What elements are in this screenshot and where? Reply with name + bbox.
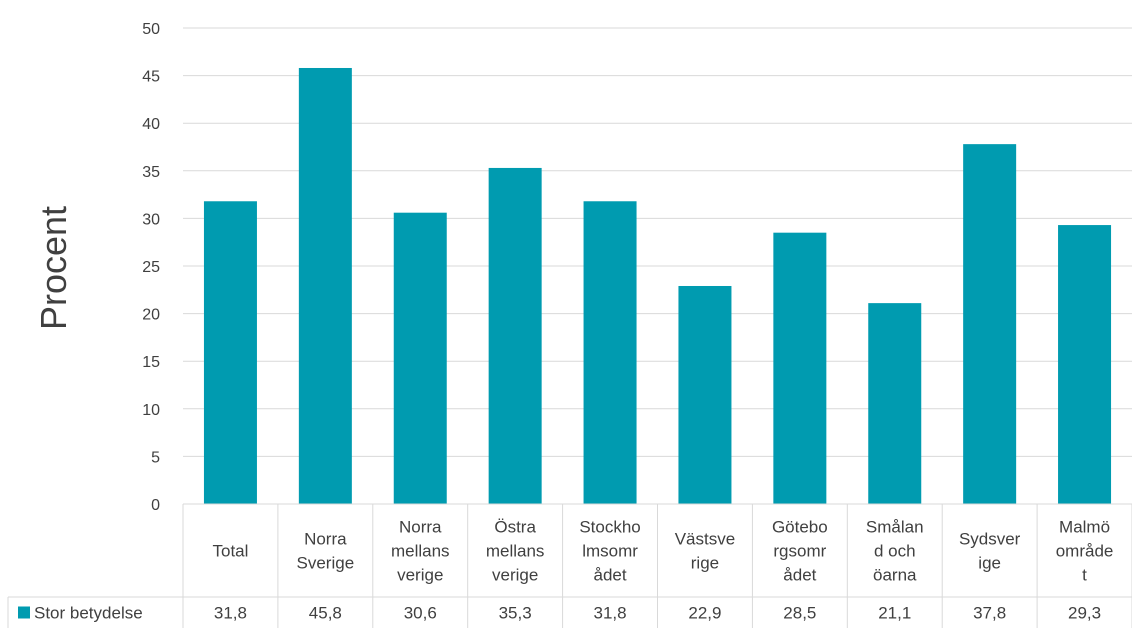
bar (1058, 225, 1112, 504)
bar (773, 232, 827, 504)
data-table: Total Norra Sverige Norra mellans verige Östra… (7, 503, 1132, 628)
bar (393, 212, 447, 505)
bar (678, 285, 732, 504)
category-label: Total (212, 542, 248, 561)
y-tick-label: 20 (142, 307, 160, 324)
category-label: Götebo rgsomr ådet (772, 518, 828, 585)
y-tick-label: 5 (151, 449, 160, 466)
bar (203, 201, 257, 504)
category-label: Norra Sverige (297, 530, 355, 573)
table-value: 31,8 (214, 604, 247, 623)
y-tick-label: 0 (151, 497, 160, 514)
bar (488, 167, 542, 504)
legend-label: Stor betydelse (34, 604, 143, 623)
bar (583, 201, 637, 504)
table-value: 21,1 (878, 604, 911, 623)
bars (203, 67, 1112, 505)
table-value: 31,8 (594, 604, 627, 623)
y-tick-label: 30 (142, 211, 160, 228)
bar (868, 303, 922, 504)
y-tick-label: 40 (142, 116, 160, 133)
y-tick-label: 10 (142, 402, 160, 419)
y-tick-label: 25 (142, 259, 160, 276)
table-value: 28,5 (783, 604, 816, 623)
bar (298, 67, 352, 504)
y-tick-label: 35 (142, 164, 160, 181)
category-label: Norra mellans verige (391, 518, 450, 585)
category-label: Sydsver ige (959, 530, 1021, 573)
category-label: Malmö område t (1056, 518, 1114, 585)
category-label: Stockho lmsomr ådet (579, 518, 640, 585)
y-tick-label: 15 (142, 354, 160, 371)
table-value: 35,3 (499, 604, 532, 623)
category-label: Östra mellans verige (486, 518, 545, 585)
table-value: 29,3 (1068, 604, 1101, 623)
table-value: 22,9 (688, 604, 721, 623)
legend-swatch (18, 606, 30, 619)
bar (963, 144, 1017, 505)
category-label: Västsve rige (675, 530, 735, 573)
table-value: 45,8 (309, 604, 342, 623)
y-axis-ticks: 0 5 10 15 20 25 30 35 40 45 50 (142, 21, 160, 514)
y-axis-label: Procent (33, 206, 74, 330)
y-tick-label: 50 (142, 21, 160, 38)
table-value: 30,6 (404, 604, 437, 623)
table-value: 37,8 (973, 604, 1006, 623)
y-tick-label: 45 (142, 69, 160, 86)
category-label: Smålan d och öarna (866, 518, 924, 585)
